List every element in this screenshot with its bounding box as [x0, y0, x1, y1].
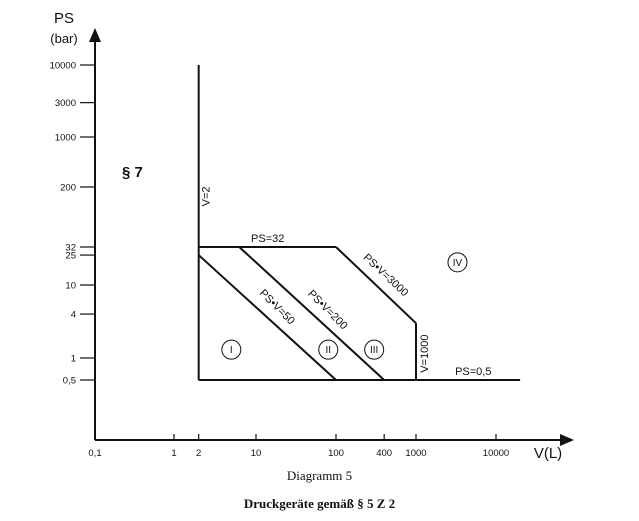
- label-ps-v-200: PS•V=200: [305, 288, 349, 332]
- region-iii-circle: [364, 339, 385, 360]
- label-v-1000: V=1000: [419, 334, 431, 372]
- limit-line-ps-v-200: [238, 246, 385, 381]
- x-tick-label: 10: [251, 448, 262, 459]
- x-axis-title: V(L): [534, 445, 562, 462]
- x-axis-arrow: [560, 434, 574, 446]
- axes: PS (bar) V(L): [50, 10, 574, 462]
- x-tick-label: 2: [196, 448, 201, 459]
- y-axis-title: PS: [54, 10, 74, 27]
- label-ps-32: PS=32: [251, 233, 284, 245]
- diagram-subcaption: Druckgeräte gemäß § 5 Z 2: [243, 496, 396, 511]
- x-tick-label: 1000: [405, 448, 426, 459]
- y-tick-label: 10000: [50, 61, 76, 72]
- category-chart: PS (bar) V(L) 1000030001000200322510410,…: [50, 10, 574, 462]
- region-i-label: I: [230, 345, 233, 356]
- section-7-label: § 7: [122, 164, 143, 181]
- x-ticks: 0,1 1 2 10 100 400 1000 10000: [88, 434, 509, 459]
- y-tick-label: 200: [60, 183, 76, 194]
- y-tick-label: 3000: [55, 98, 76, 109]
- y-tick-label: 4: [71, 310, 76, 321]
- y-tick-label: 1: [71, 354, 76, 365]
- y-tick-label: 10: [65, 281, 76, 292]
- x-tick-label: 0,1: [88, 448, 101, 459]
- region-iii-label: III: [370, 345, 378, 356]
- label-ps-v-3000: PS•V=3000: [361, 252, 411, 299]
- y-tick-label: 32: [65, 243, 76, 254]
- region-iv-circle: [447, 252, 468, 273]
- region-i-circle: [221, 339, 242, 360]
- diagram-caption: Diagramm 5: [286, 468, 353, 483]
- label-v-2: V=2: [201, 186, 213, 206]
- region-iv-label: IV: [453, 258, 463, 269]
- y-axis-unit: (bar): [50, 31, 77, 46]
- region-ii-circle: [318, 339, 339, 360]
- y-tick-label: 1000: [55, 133, 76, 144]
- x-tick-label: 1: [171, 448, 176, 459]
- x-tick-label: 100: [328, 448, 344, 459]
- x-tick-label: 400: [376, 448, 392, 459]
- y-tick-label: 25: [65, 251, 76, 262]
- x-tick-label: 10000: [483, 448, 509, 459]
- label-ps-0-5: PS=0,5: [455, 366, 491, 378]
- limit-lines: [197, 65, 521, 381]
- y-tick-label: 0,5: [63, 376, 76, 387]
- limit-line-ps-v-50: [198, 254, 337, 381]
- y-axis-arrow: [89, 28, 101, 42]
- limit-line-ps-v-3000: [335, 246, 417, 324]
- region-ii-label: II: [325, 345, 331, 356]
